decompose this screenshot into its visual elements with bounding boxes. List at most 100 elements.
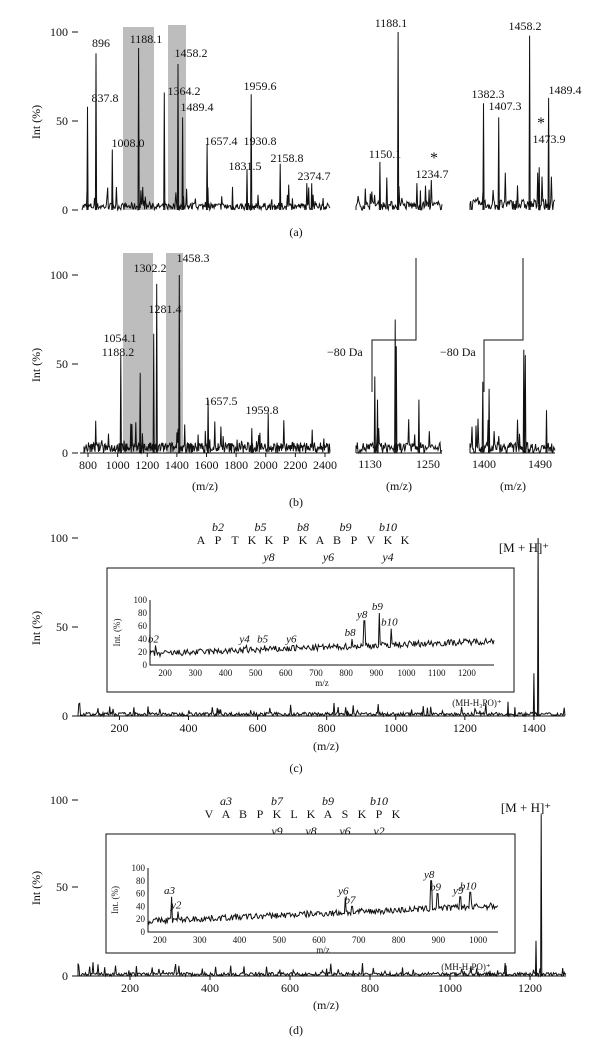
panel-d-inset-frame <box>105 833 516 954</box>
inset-a2-label-1458-2: 1458.2 <box>509 19 542 33</box>
seqD-b-ion-b9: b9 <box>322 794 334 808</box>
insetD-ion-a3: a3 <box>164 885 176 897</box>
panel-d-y-tick-100: 100 <box>50 793 68 807</box>
insetD-x-tick-700: 700 <box>352 935 366 945</box>
insetD-ion-b9: b9 <box>430 882 442 894</box>
seqC-b-ion-b9: b9 <box>340 520 352 534</box>
insetD-x-tick-300: 300 <box>193 935 207 945</box>
panel-b-spectrum <box>83 274 331 455</box>
insetC-ion-b8: b8 <box>345 627 357 639</box>
peak-label-1302-2: 1302.2 <box>134 261 167 275</box>
insetC-x-tick-1000: 1000 <box>397 668 416 678</box>
seqC-b-ion-b5: b5 <box>255 520 267 534</box>
insetC-ion-y8: y8 <box>356 609 368 621</box>
panel-b-shaded-region-1 <box>123 253 153 453</box>
seqC-residue-1: P <box>215 533 222 547</box>
seqD-residue-8: S <box>342 807 349 821</box>
seqC-residue-6: K <box>299 533 308 547</box>
panel-c-y-tick-0: 0 <box>62 709 68 723</box>
seqD-residue-10: P <box>376 807 383 821</box>
insetC-ion-y6: y6 <box>285 634 297 646</box>
insetC-x-tick-400: 400 <box>219 668 233 678</box>
seqC-b-ion-b10: b10 <box>379 520 397 534</box>
insetD-x-tick-900: 900 <box>432 935 446 945</box>
insetD-y-axis-label: Int. (%) <box>110 886 120 914</box>
inset-b1-mass-shift-label: −80 Da <box>327 345 363 359</box>
peak-label-2374-7: 2374.7 <box>298 169 331 183</box>
inset-a2-label-1489-4: 1489.4 <box>549 83 582 97</box>
xticksB-label-1400: 1400 <box>165 458 189 472</box>
panel-b-y-tick-100: 100 <box>50 268 68 282</box>
inset-b2-mass-shift-bracket <box>483 258 524 392</box>
seqC-residue-0: A <box>197 533 206 547</box>
insetC-y-tick-80: 80 <box>138 608 148 618</box>
seqD-residue-4: K <box>273 807 282 821</box>
peak-label-1458-3: 1458.3 <box>177 251 210 265</box>
peak-label-1657-5: 1657.5 <box>205 394 238 408</box>
xticksB-label-800: 800 <box>79 458 97 472</box>
insetD-ion-b7: b7 <box>345 894 357 906</box>
peak-label-837-8: 837.8 <box>92 91 119 105</box>
peak-label-2158-8: 2158.8 <box>271 151 304 165</box>
seqD-residue-5: L <box>290 807 297 821</box>
insetD-x-tick-1000: 1000 <box>469 935 488 945</box>
inset-b2-x-tick-1400: 1400 <box>472 457 496 471</box>
inset-b1-x-axis-label: (m/z) <box>386 479 412 493</box>
seqD-residue-3: P <box>257 807 264 821</box>
xticksD-label-800: 800 <box>361 981 379 995</box>
panel-a-y-axis-label: Int (%) <box>29 105 43 139</box>
insetD-y-tick-80: 80 <box>136 876 146 886</box>
panel-a-spectrum <box>81 47 331 212</box>
inset-b1-x-tick-1250: 1250 <box>416 457 440 471</box>
insetC-x-tick-500: 500 <box>249 668 263 678</box>
seqC-residue-10: V <box>367 533 376 547</box>
seqD-residue-7: A <box>324 807 333 821</box>
insetD-ion-y9: y9 <box>452 885 464 897</box>
xticksB-label-1200: 1200 <box>135 458 159 472</box>
inset-a1-label-1188-1: 1188.1 <box>375 16 408 30</box>
seqC-residue-4: K <box>265 533 274 547</box>
panel-d-y-tick-0: 0 <box>62 969 68 983</box>
panel-c-y-axis-label: Int (%) <box>29 611 43 645</box>
seqC-residue-5: P <box>283 533 290 547</box>
peak-label-1489-4: 1489.4 <box>181 100 214 114</box>
panel-d-inset-axes: 0 20 40 60 80 100 200 300 400 500 600 700 800 900 1000… <box>110 863 498 955</box>
inset-a2-label-1382-3: 1382.3 <box>472 87 505 101</box>
panel-b-shaded-region-2 <box>166 253 183 453</box>
peak-label-1959-8: 1959.8 <box>246 403 279 417</box>
insetC-ion-b10: b10 <box>381 617 398 629</box>
panel-a-y-tick-50: 50 <box>56 114 68 128</box>
xticksB-label-2400: 2400 <box>313 458 337 472</box>
panel-b-inset-1-spectrum <box>355 319 443 455</box>
panel-a-inset-1-spectrum <box>355 31 443 212</box>
inset-a1-label-1234-7: 1234.7 <box>416 167 449 181</box>
panel-d-loss-label: (MH-H₃PO)⁺ <box>441 962 491 972</box>
insetC-x-tick-1200: 1200 <box>458 668 477 678</box>
insetD-frame <box>147 868 498 933</box>
insetC-x-tick-300: 300 <box>189 668 203 678</box>
insetD-ion-y2: y2 <box>170 900 182 912</box>
insetC-y-tick-60: 60 <box>138 621 148 631</box>
peak-label-1930-8: 1930.8 <box>244 134 277 148</box>
seqC-residue-12: K <box>401 533 410 547</box>
panel-a: Int (%) 100 50 0 837.8 896 1008.0 1188.1… <box>29 16 582 239</box>
inset-a1-star: * <box>430 150 438 167</box>
insetD-x-tick-400: 400 <box>233 935 247 945</box>
xticksB-label-2200: 2200 <box>283 458 307 472</box>
seqD-b-ion-b10: b10 <box>370 794 388 808</box>
insetC-ion-y4: y4 <box>238 634 250 646</box>
insetC-frame <box>149 600 494 666</box>
peak-label-896: 896 <box>92 36 110 50</box>
insetC-y-tick-0: 0 <box>143 660 148 670</box>
xticksC-label-600: 600 <box>249 721 267 735</box>
seqC-b-ion-b2: b2 <box>212 520 224 534</box>
xticksC-label-1000: 1000 <box>384 721 408 735</box>
seqD-b-ion-a3: a3 <box>220 794 232 808</box>
insetC-x-tick-1100: 1100 <box>428 668 446 678</box>
inset-b2-x-axis-label: (m/z) <box>500 479 526 493</box>
panel-d: Int (%) 100 50 0 200 400 600 800 1000 1200 (m… <box>29 793 567 1037</box>
panel-b: Int (%) 100 50 0 −80 Da −80 Da 1054.1 11… <box>29 251 556 509</box>
panel-d-x-axis-label: (m/z) <box>313 998 339 1012</box>
insetD-ion-b10: b10 <box>460 880 477 892</box>
